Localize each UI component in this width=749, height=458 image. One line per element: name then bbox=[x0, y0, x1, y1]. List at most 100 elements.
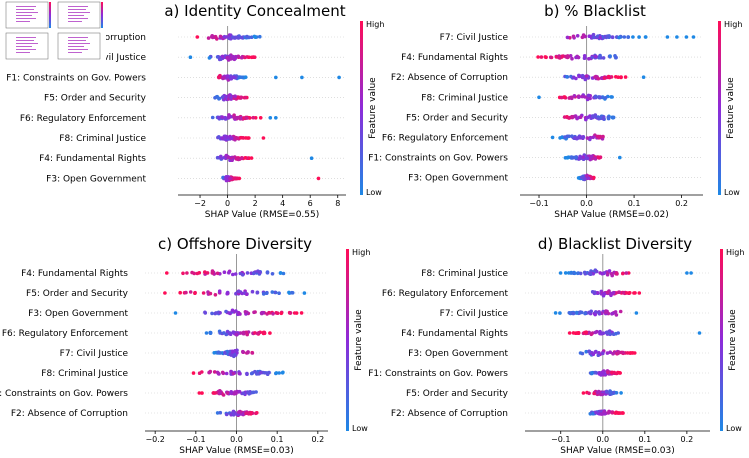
shap-point bbox=[244, 136, 248, 140]
shap-point bbox=[270, 290, 275, 294]
shap-point bbox=[237, 289, 241, 294]
shap-point bbox=[613, 54, 617, 58]
x-tick-label: 0.0 bbox=[230, 435, 243, 444]
shap-point bbox=[234, 54, 238, 59]
shap-point bbox=[587, 310, 591, 315]
shap-point bbox=[223, 350, 227, 355]
shap-point bbox=[569, 155, 574, 159]
shap-point bbox=[621, 411, 625, 415]
x-tick-label: 0 bbox=[225, 199, 230, 208]
x-tick-label: 0.2 bbox=[311, 435, 324, 444]
shap-point bbox=[231, 371, 236, 376]
shap-point bbox=[587, 349, 592, 354]
shap-point bbox=[212, 351, 216, 355]
shap-point bbox=[618, 371, 622, 375]
shap-point bbox=[231, 411, 235, 416]
shap-point bbox=[337, 75, 341, 80]
shap-point bbox=[610, 35, 615, 39]
shap-point bbox=[227, 270, 231, 275]
shap-point bbox=[553, 311, 558, 315]
x-tick-label: −0.1 bbox=[186, 435, 205, 444]
shap-point bbox=[264, 291, 269, 296]
feature-label: F7: Civil Justice bbox=[440, 309, 509, 319]
shap-point bbox=[567, 331, 572, 335]
shap-point bbox=[616, 351, 620, 356]
shap-point bbox=[274, 75, 278, 80]
colorbar-title: Feature value bbox=[354, 309, 364, 371]
shap-point bbox=[251, 115, 256, 120]
shap-point bbox=[637, 35, 641, 39]
shap-point bbox=[237, 371, 241, 376]
shap-point bbox=[583, 311, 587, 316]
x-tick-label: −0.1 bbox=[529, 199, 548, 208]
shap-point bbox=[630, 351, 634, 355]
shap-point bbox=[616, 75, 620, 79]
shap-point bbox=[250, 351, 255, 355]
feature-label: F5: Order and Security bbox=[26, 289, 129, 299]
feature-label: F6: Regulatory Enforcement bbox=[382, 134, 509, 144]
colorbar-high-label: High bbox=[366, 20, 384, 29]
shap-point bbox=[574, 55, 578, 60]
shap-point bbox=[585, 115, 590, 120]
shap-point bbox=[580, 176, 584, 180]
shap-point bbox=[249, 411, 253, 415]
shap-point bbox=[675, 35, 679, 39]
shap-point bbox=[165, 271, 169, 275]
shap-point bbox=[569, 271, 573, 275]
shap-point bbox=[265, 271, 270, 275]
feature-label: F5: Order and Security bbox=[44, 94, 147, 104]
shap-point bbox=[592, 290, 597, 295]
shap-point bbox=[685, 271, 689, 275]
shap-point bbox=[596, 76, 601, 81]
shap-point bbox=[611, 390, 616, 395]
shap-point bbox=[173, 311, 178, 315]
shap-point bbox=[223, 137, 227, 141]
shap-point bbox=[576, 176, 581, 180]
shap-point bbox=[234, 309, 238, 313]
shap-point bbox=[216, 371, 221, 376]
shap-point bbox=[240, 156, 244, 160]
shap-point bbox=[239, 35, 244, 40]
shap-point bbox=[634, 311, 639, 315]
shap-point bbox=[223, 115, 227, 120]
shap-point bbox=[278, 271, 283, 275]
shap-point bbox=[589, 154, 594, 159]
shap-point bbox=[245, 271, 250, 275]
shap-point bbox=[600, 372, 604, 377]
shap-point bbox=[604, 390, 609, 394]
shap-point bbox=[210, 271, 215, 275]
shap-point bbox=[188, 290, 193, 294]
shap-point bbox=[621, 350, 625, 355]
shap-point bbox=[268, 311, 272, 315]
feature-label: F5: Order and Security bbox=[406, 113, 509, 123]
shap-point bbox=[599, 412, 604, 416]
shap-point bbox=[254, 411, 258, 416]
feature-label: F7: Civil Justice bbox=[78, 53, 147, 63]
colorbar bbox=[360, 21, 363, 195]
inset-thumbnail bbox=[2, 0, 106, 62]
shap-point bbox=[590, 55, 594, 60]
shap-point bbox=[600, 392, 604, 397]
shap-point bbox=[197, 271, 202, 275]
shap-point bbox=[219, 154, 223, 159]
shap-point bbox=[571, 271, 576, 276]
shap-point bbox=[225, 291, 229, 296]
shap-point bbox=[615, 272, 619, 276]
shap-point bbox=[228, 332, 233, 337]
shap-point bbox=[622, 35, 627, 39]
shap-point bbox=[201, 291, 206, 295]
shap-point bbox=[163, 291, 167, 295]
shap-point bbox=[621, 271, 625, 276]
shap-point bbox=[245, 34, 249, 39]
feature-label: F7: Civil Justice bbox=[440, 33, 509, 43]
panel-title: d) Blacklist Diversity bbox=[538, 235, 692, 253]
shap-point bbox=[574, 136, 579, 140]
colorbar-low-label: Low bbox=[726, 424, 742, 433]
shap-point bbox=[244, 411, 248, 416]
shap-point bbox=[597, 312, 602, 316]
shap-point bbox=[584, 349, 588, 354]
shap-point bbox=[243, 156, 248, 160]
shap-point bbox=[227, 93, 231, 98]
x-tick-label: 6 bbox=[308, 199, 313, 208]
shap-point bbox=[633, 291, 637, 295]
